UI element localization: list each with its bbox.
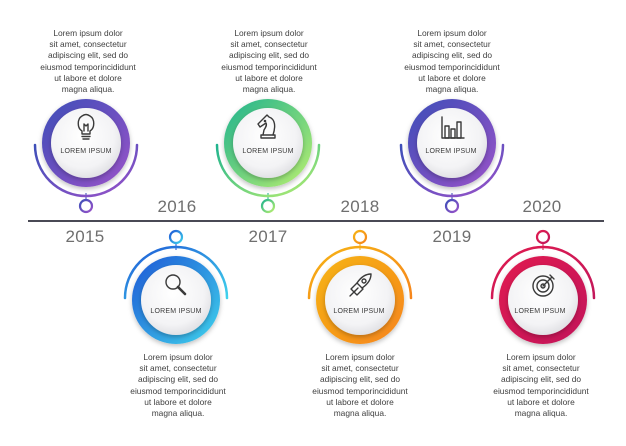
inner-disc: [417, 108, 487, 178]
magnifier-icon: [165, 274, 187, 296]
year-2016: 2016: [157, 197, 197, 216]
connector-dot-2016: [168, 229, 184, 245]
node-label-2017: LOREM IPSUM: [242, 148, 294, 155]
description-2018: Lorem ipsum dolor sit amet, consectetur …: [312, 352, 408, 419]
inner-disc: [141, 265, 211, 335]
connector-dot-2020: [535, 229, 551, 245]
description-2015: Lorem ipsum dolor sit amet, consectetur …: [40, 28, 136, 95]
milestone-node-2015: [33, 99, 139, 214]
description-2016: Lorem ipsum dolor sit amet, consectetur …: [130, 352, 226, 419]
description-2017: Lorem ipsum dolor sit amet, consectetur …: [221, 28, 317, 95]
inner-disc: [508, 265, 578, 335]
outer-arc: [307, 245, 413, 300]
node-label-2019: LOREM IPSUM: [425, 148, 477, 155]
milestone-node-2019: [399, 99, 505, 214]
description-2019: Lorem ipsum dolor sit amet, consectetur …: [404, 28, 500, 95]
node-label-2020: LOREM IPSUM: [514, 308, 566, 315]
outer-arc: [33, 143, 139, 198]
milestone-node-2017: [215, 99, 321, 214]
year-2017: 2017: [248, 227, 288, 246]
node-label-2015: LOREM IPSUM: [60, 148, 112, 155]
bar-chart-icon: [441, 116, 465, 139]
year-2020: 2020: [522, 197, 562, 216]
year-2019: 2019: [432, 227, 472, 246]
outer-arc: [399, 143, 505, 198]
lightbulb-icon: [77, 113, 95, 140]
year-2018: 2018: [340, 197, 380, 216]
milestone-node-2016: [123, 229, 229, 344]
chess-knight-icon: [257, 114, 276, 139]
inner-disc: [233, 108, 303, 178]
inner-disc: [51, 108, 121, 178]
target-icon: [532, 274, 555, 297]
year-2015: 2015: [65, 227, 105, 246]
milestone-node-2020: [490, 229, 596, 344]
outer-arc: [123, 245, 229, 300]
connector-dot-2015: [78, 198, 94, 214]
outer-arc: [490, 245, 596, 300]
node-label-2018: LOREM IPSUM: [333, 308, 385, 315]
rocket-icon: [349, 273, 372, 297]
connector-dot-2019: [444, 198, 460, 214]
inner-disc: [325, 265, 395, 335]
description-2020: Lorem ipsum dolor sit amet, consectetur …: [493, 352, 589, 419]
outer-arc: [215, 143, 321, 198]
connector-dot-2017: [260, 198, 276, 214]
connector-dot-2018: [352, 229, 368, 245]
node-label-2016: LOREM IPSUM: [150, 308, 202, 315]
milestone-node-2018: [307, 229, 413, 344]
